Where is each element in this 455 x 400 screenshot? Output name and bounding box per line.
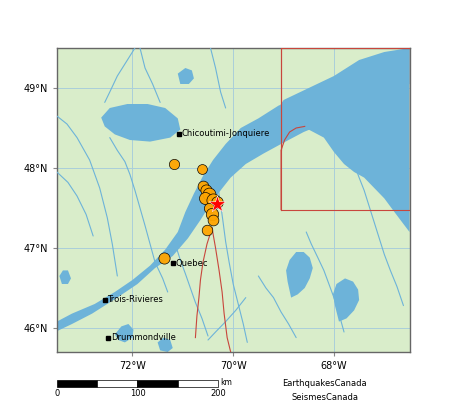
Text: 100: 100 bbox=[130, 389, 145, 398]
Polygon shape bbox=[157, 338, 173, 352]
Text: EarthquakesCanada: EarthquakesCanada bbox=[283, 379, 367, 388]
Point bbox=[199, 182, 207, 189]
Text: km: km bbox=[221, 378, 233, 387]
Text: SeismesCanada: SeismesCanada bbox=[291, 393, 359, 400]
Text: Drummondville: Drummondville bbox=[111, 333, 176, 342]
Text: Chicoutimi-Jonquiere: Chicoutimi-Jonquiere bbox=[182, 129, 270, 138]
Point bbox=[213, 201, 221, 207]
Point bbox=[170, 161, 177, 167]
Point bbox=[209, 217, 217, 223]
Point bbox=[209, 197, 217, 203]
Point bbox=[205, 205, 212, 211]
Point bbox=[213, 199, 220, 206]
Bar bbox=[178, 380, 218, 387]
Polygon shape bbox=[286, 252, 313, 298]
Point bbox=[203, 186, 210, 193]
Point bbox=[208, 210, 216, 217]
Text: Trois-Rivieres: Trois-Rivieres bbox=[107, 296, 163, 304]
Point bbox=[198, 166, 206, 172]
Point bbox=[160, 255, 167, 262]
Polygon shape bbox=[101, 104, 180, 142]
Point bbox=[203, 227, 211, 234]
Point bbox=[202, 195, 209, 202]
Polygon shape bbox=[273, 48, 410, 232]
Text: Quebec: Quebec bbox=[175, 259, 208, 268]
Bar bbox=[57, 380, 97, 387]
Polygon shape bbox=[57, 48, 410, 331]
Text: 200: 200 bbox=[210, 389, 226, 398]
Polygon shape bbox=[178, 68, 194, 84]
Polygon shape bbox=[60, 270, 71, 284]
Text: 0: 0 bbox=[54, 389, 60, 398]
Polygon shape bbox=[333, 278, 359, 322]
Bar bbox=[97, 380, 137, 387]
Polygon shape bbox=[115, 324, 133, 342]
Bar bbox=[137, 380, 178, 387]
Point bbox=[205, 191, 212, 198]
